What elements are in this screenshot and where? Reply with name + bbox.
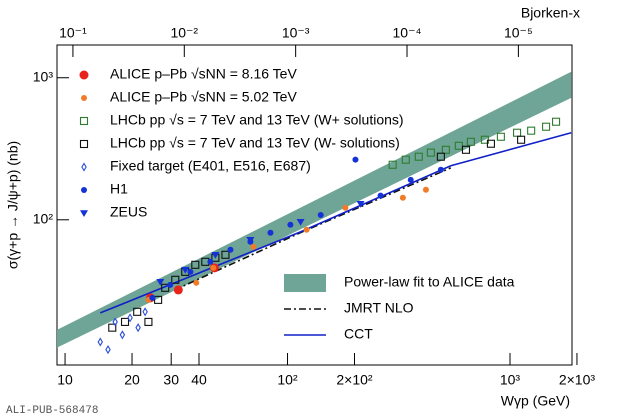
x-tick-label: 30 bbox=[163, 372, 179, 388]
x2-axis-title: Bjorken-x bbox=[521, 5, 580, 21]
legend-symbol bbox=[284, 274, 326, 292]
data-point bbox=[414, 152, 423, 161]
data-point bbox=[267, 229, 274, 236]
legend-label: LHCb pp √s = 7 TeV and 13 TeV (W+ soluti… bbox=[110, 112, 404, 128]
legend-symbol bbox=[79, 116, 89, 126]
data-point bbox=[513, 128, 522, 137]
plot-frame bbox=[56, 44, 573, 366]
data-point bbox=[461, 145, 471, 154]
data-point bbox=[112, 317, 118, 327]
legend-label: ALICE p–Pb √sNN = 8.16 TeV bbox=[110, 66, 297, 82]
legend-label: ZEUS bbox=[110, 204, 147, 220]
data-point bbox=[156, 278, 165, 286]
legend-symbol bbox=[79, 139, 89, 149]
legend-label: Power-law fit to ALICE data bbox=[344, 274, 515, 290]
data-point bbox=[167, 281, 174, 288]
data-point bbox=[303, 226, 310, 233]
data-point bbox=[401, 155, 410, 164]
legend-label: H1 bbox=[110, 181, 128, 197]
data-point bbox=[181, 266, 190, 274]
data-point bbox=[486, 139, 495, 148]
x-tick-label: 20 bbox=[124, 372, 140, 388]
legend-symbol bbox=[79, 70, 89, 80]
x2-tick-label: 10⁻¹ bbox=[59, 25, 87, 41]
legend-label: Fixed target (E401, E516, E687) bbox=[110, 158, 311, 174]
data-point bbox=[426, 148, 435, 157]
data-point bbox=[119, 330, 126, 340]
data-point bbox=[436, 152, 445, 161]
data-point bbox=[187, 268, 194, 275]
data-point bbox=[517, 135, 526, 144]
data-point bbox=[135, 323, 141, 333]
data-point bbox=[422, 186, 429, 193]
x-tick-label: 2×10² bbox=[336, 372, 373, 388]
y-tick-label: 10² bbox=[33, 210, 54, 226]
data-point bbox=[437, 166, 444, 173]
footer: ALI-PUB-568478 bbox=[6, 405, 98, 417]
data-point bbox=[342, 204, 349, 211]
data-point bbox=[105, 344, 111, 355]
x2-tick-label: 10⁻⁴ bbox=[393, 25, 422, 41]
data-point bbox=[527, 126, 536, 135]
data-point bbox=[317, 212, 324, 219]
legend-symbol bbox=[81, 95, 87, 101]
data-point bbox=[542, 122, 551, 131]
data-point bbox=[399, 194, 406, 201]
legend-label: JMRT NLO bbox=[344, 300, 414, 316]
data-point bbox=[149, 294, 156, 301]
data-point bbox=[496, 132, 505, 141]
data-point bbox=[191, 260, 200, 269]
x2-tick-label: 10⁻⁵ bbox=[504, 25, 533, 41]
data-point bbox=[352, 156, 359, 163]
data-point bbox=[120, 317, 130, 326]
data-point bbox=[388, 160, 397, 169]
legend-label: LHCb pp √s = 7 TeV and 13 TeV (W- soluti… bbox=[110, 135, 400, 151]
data-point bbox=[377, 192, 384, 199]
data-point bbox=[171, 275, 180, 284]
x2-tick-label: 10⁻² bbox=[170, 25, 198, 41]
data-point bbox=[296, 218, 305, 226]
data-point bbox=[108, 323, 117, 332]
x-tick-label: 2×10³ bbox=[559, 372, 596, 388]
data-point bbox=[407, 176, 414, 183]
data-point bbox=[552, 117, 561, 126]
data-point bbox=[173, 285, 183, 295]
x-tick-label: 10 bbox=[57, 372, 73, 388]
data-point bbox=[127, 313, 133, 323]
data-point bbox=[221, 250, 230, 259]
data-point bbox=[227, 246, 234, 253]
data-point bbox=[144, 317, 153, 326]
x-tick-label: 10² bbox=[277, 372, 298, 388]
data-point bbox=[210, 264, 217, 271]
model-line bbox=[99, 131, 572, 314]
legend-label: ALICE p–Pb √sNN = 5.02 TeV bbox=[110, 89, 297, 105]
legend-symbol bbox=[81, 162, 87, 172]
data-point bbox=[133, 307, 142, 316]
data-point bbox=[356, 200, 365, 208]
data-point bbox=[207, 258, 214, 265]
data-point bbox=[142, 307, 148, 317]
data-point bbox=[466, 137, 475, 146]
data-point bbox=[250, 243, 257, 250]
y-tick-label: 10³ bbox=[33, 68, 54, 84]
x2-tick-label: 10⁻³ bbox=[282, 25, 310, 41]
data-point bbox=[287, 221, 294, 228]
data-point bbox=[193, 279, 200, 286]
data-point bbox=[97, 337, 104, 347]
data-point bbox=[441, 145, 450, 154]
data-point bbox=[161, 283, 170, 292]
y-axis-title: σ(γ+p → J/ψ+p) (nb) bbox=[5, 141, 21, 269]
legend-label: CCT bbox=[344, 326, 373, 342]
x-axis-title: Wγp (GeV) bbox=[501, 393, 570, 409]
x-tick-label: 10³ bbox=[500, 372, 521, 388]
data-point bbox=[246, 236, 255, 244]
plot-area bbox=[57, 71, 572, 355]
data-point bbox=[211, 251, 220, 259]
legend-symbol bbox=[80, 210, 88, 217]
legend-symbol bbox=[81, 187, 87, 193]
x-tick-label: 40 bbox=[191, 372, 207, 388]
